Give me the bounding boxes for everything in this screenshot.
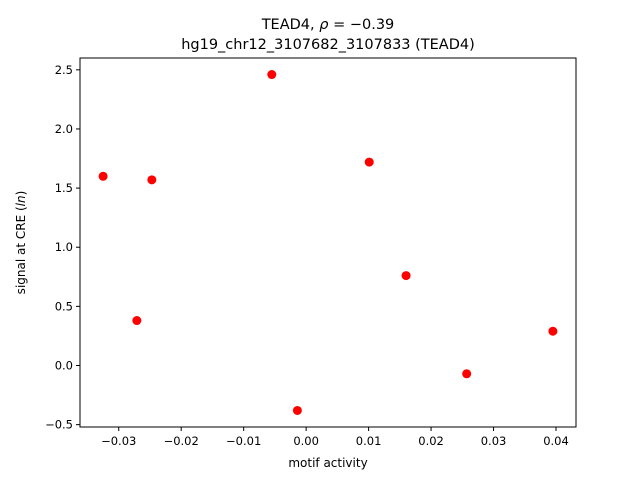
y-tick-label: 0.5 <box>55 299 73 313</box>
y-tick-label: 1.0 <box>55 240 73 254</box>
data-point <box>147 175 157 185</box>
data-point <box>98 171 108 181</box>
x-tick-label: −0.01 <box>226 434 261 448</box>
x-tick-label: 0.01 <box>356 434 382 448</box>
data-points <box>98 70 558 415</box>
x-tick-label: 0.04 <box>543 434 569 448</box>
axes-frame <box>79 57 577 428</box>
data-point <box>401 271 411 281</box>
x-tick-label: 0.03 <box>481 434 507 448</box>
chart-title-line-1: TEAD4, ρ = −0.39 <box>261 17 395 33</box>
data-point <box>462 369 472 379</box>
x-tick-label: 0.00 <box>293 434 319 448</box>
x-axis-ticks: −0.03 −0.02 −0.01 0.00 0.01 0.02 0.03 0.04 <box>101 427 569 448</box>
y-tick-label: 1.5 <box>55 181 73 195</box>
y-tick-label: −0.5 <box>45 418 73 432</box>
data-point <box>292 405 302 415</box>
y-tick-label: 2.0 <box>55 122 73 136</box>
y-axis-ticks: −0.5 0.0 0.5 1.0 1.5 2.0 2.5 <box>45 63 80 432</box>
data-point <box>364 157 374 167</box>
y-tick-label: 0.0 <box>55 359 73 373</box>
y-axis-label: signal at CRE (ln) <box>14 191 28 295</box>
data-point <box>132 316 142 326</box>
data-point <box>548 326 558 336</box>
x-tick-label: −0.03 <box>101 434 136 448</box>
chart-title-line-2: hg19_chr12_3107682_3107833 (TEAD4) <box>181 37 475 53</box>
x-tick-label: 0.02 <box>418 434 444 448</box>
y-tick-label: 2.5 <box>55 63 73 77</box>
x-tick-label: −0.02 <box>164 434 199 448</box>
x-axis-label: motif activity <box>288 456 367 470</box>
data-point <box>267 70 277 80</box>
